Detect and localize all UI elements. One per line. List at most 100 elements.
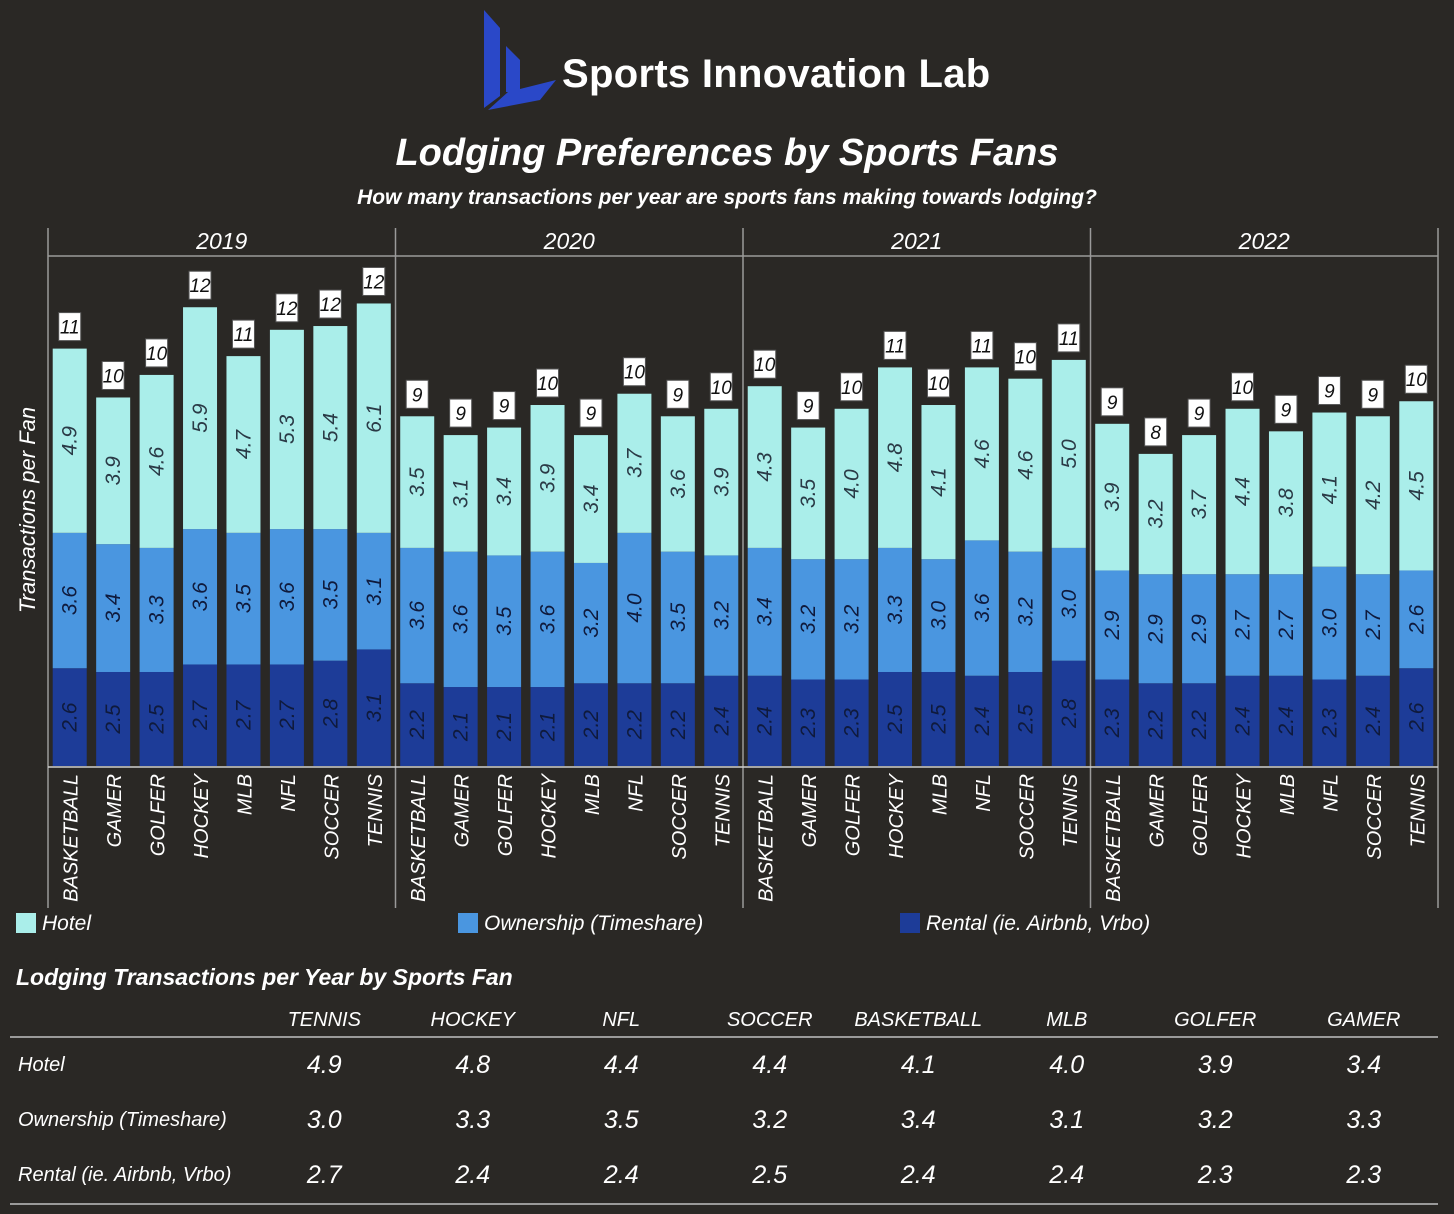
bar-total-label: 9: [1194, 404, 1205, 425]
bar-segment-hotel: [530, 405, 565, 552]
summary-header-row: TENNIS HOCKEY NFL SOCCER BASKETBALL MLB …: [10, 1004, 1438, 1038]
bar-total-badge: [188, 270, 212, 300]
summary-row-label: Hotel: [18, 1054, 65, 1076]
bar-segment-hotel: [834, 408, 869, 560]
bar-value-label: 2.1: [537, 712, 560, 742]
bar-segment-rental: [52, 668, 87, 766]
bar-segment-ownership: [660, 551, 695, 684]
bar-segment-hotel: [1355, 416, 1390, 575]
category-tick-label: TENNIS: [712, 773, 734, 847]
bar-segment-ownership: [139, 547, 174, 672]
bar-value-label: 4.4: [1232, 477, 1255, 506]
bar-total-badge: [1144, 417, 1168, 447]
bar-value-label: 3.2: [1014, 597, 1037, 627]
bar-total-badge: [579, 398, 603, 428]
bar-value-label: 3.0: [1318, 608, 1341, 638]
bar-total-label: 10: [537, 374, 559, 395]
bar-value-label: 2.3: [841, 708, 864, 739]
bar-value-label: 2.5: [927, 704, 950, 735]
bar-value-label: 2.8: [319, 698, 342, 729]
bar-total-badge: [926, 368, 950, 398]
bar-value-label: 4.1: [927, 467, 950, 496]
bar-value-label: 2.7: [1232, 609, 1255, 641]
bar-total-badge: [622, 357, 646, 387]
bar-value-label: 3.5: [232, 584, 255, 614]
bar-segment-hotel: [96, 397, 131, 545]
legend-swatch-ownership: [458, 913, 478, 933]
bar-total-label: 10: [1406, 370, 1428, 391]
category-tick-label: GAMER: [104, 774, 126, 847]
bar-value-label: 3.6: [971, 593, 994, 623]
summary-header-cell: NFL: [547, 1004, 696, 1038]
bar-segment-rental: [1095, 679, 1130, 766]
bar-segment-rental: [356, 649, 391, 766]
bar-value-label: 3.5: [797, 478, 820, 508]
bar-segment-rental: [313, 660, 348, 766]
category-tick-label: HOCKEY: [191, 772, 213, 858]
summary-cell: 3.4: [1346, 1051, 1382, 1079]
summary-header-cell: MLB: [992, 1004, 1141, 1038]
summary-cell: 4.0: [1049, 1051, 1085, 1079]
bar-value-label: 2.6: [1405, 702, 1428, 733]
bar-segment-ownership: [443, 551, 478, 688]
summary-table: TENNIS HOCKEY NFL SOCCER BASKETBALL MLB …: [10, 1004, 1438, 1205]
bar-total-badge: [1057, 323, 1081, 353]
bar-segment-rental: [791, 679, 826, 766]
bar-segment-hotel: [1312, 412, 1347, 567]
bar-value-label: 2.5: [884, 704, 907, 735]
summary-cell: 3.9: [1197, 1051, 1233, 1079]
summary-cell: 2.4: [547, 1148, 696, 1205]
legend-swatch-hotel: [16, 913, 36, 933]
bar-value-label: 4.6: [971, 439, 994, 469]
summary-cell: 3.4: [900, 1106, 936, 1134]
bar-value-label: 5.4: [319, 413, 342, 442]
bar-value-label: 3.5: [319, 580, 342, 610]
bar-segment-hotel: [487, 427, 522, 556]
summary-header-cell: GOLFER: [1141, 1004, 1290, 1038]
bar-value-label: 2.7: [1275, 609, 1298, 641]
category-tick-label: TENNIS: [1407, 773, 1429, 847]
category-tick-label: SOCCER: [669, 774, 691, 860]
bar-segment-rental: [617, 683, 652, 766]
summary-row-ownership: Ownership (Timeshare) 3.0 3.3 3.5 3.2 3.…: [10, 1093, 1438, 1148]
bar-value-label: 3.4: [102, 593, 125, 622]
bar-total-label: 9: [1281, 400, 1292, 421]
bar-segment-hotel: [443, 435, 478, 552]
bar-total-label: 10: [1015, 348, 1037, 369]
bar-segment-hotel: [747, 386, 782, 548]
bar-total-badge: [362, 266, 386, 296]
bar-segment-rental: [400, 683, 435, 766]
bar-segment-rental: [1312, 679, 1347, 766]
bar-total-label: 12: [276, 299, 298, 320]
bar-segment-rental: [921, 671, 956, 766]
bar-value-label: 3.4: [580, 484, 603, 513]
bar-value-label: 2.2: [1145, 710, 1168, 741]
summary-cell: 2.4: [844, 1148, 993, 1205]
category-tick-label: NFL: [1320, 774, 1342, 812]
bar-segment-rental: [1008, 671, 1043, 766]
bar-value-label: 4.0: [623, 593, 646, 623]
bar-segment-hotel: [791, 427, 826, 560]
bar-segment-rental: [1051, 660, 1086, 766]
summary-header-cell: BASKETBALL: [844, 1004, 993, 1038]
bar-total-label: 8: [1150, 423, 1161, 444]
summary-cell: 4.1: [900, 1051, 936, 1079]
bar-value-label: 2.1: [450, 712, 473, 742]
bar-value-label: 4.6: [146, 447, 169, 477]
bar-value-label: 2.7: [1362, 609, 1385, 641]
bar-value-label: 3.9: [537, 463, 560, 493]
bar-value-label: 3.1: [450, 479, 473, 508]
chart-title: Lodging Preferences by Sports Fans: [395, 132, 1059, 174]
bar-segment-ownership: [1008, 551, 1043, 672]
legend-item-rental: Rental (ie. Airbnb, Vrbo): [900, 912, 1150, 936]
bar-total-badge: [101, 360, 125, 390]
legend-item-ownership: Ownership (Timeshare): [458, 912, 703, 936]
bar-segment-ownership: [356, 532, 391, 650]
bar-total-label: 12: [363, 272, 385, 293]
bar-value-label: 3.0: [927, 601, 950, 631]
bar-value-label: 2.4: [710, 706, 733, 736]
bar-value-label: 2.9: [1188, 614, 1211, 645]
chart-labels: Transactions per Fan 2019 2.6 3.6 4.9 11 BASKE…: [15, 228, 1429, 902]
category-tick-label: MLB: [234, 774, 256, 815]
